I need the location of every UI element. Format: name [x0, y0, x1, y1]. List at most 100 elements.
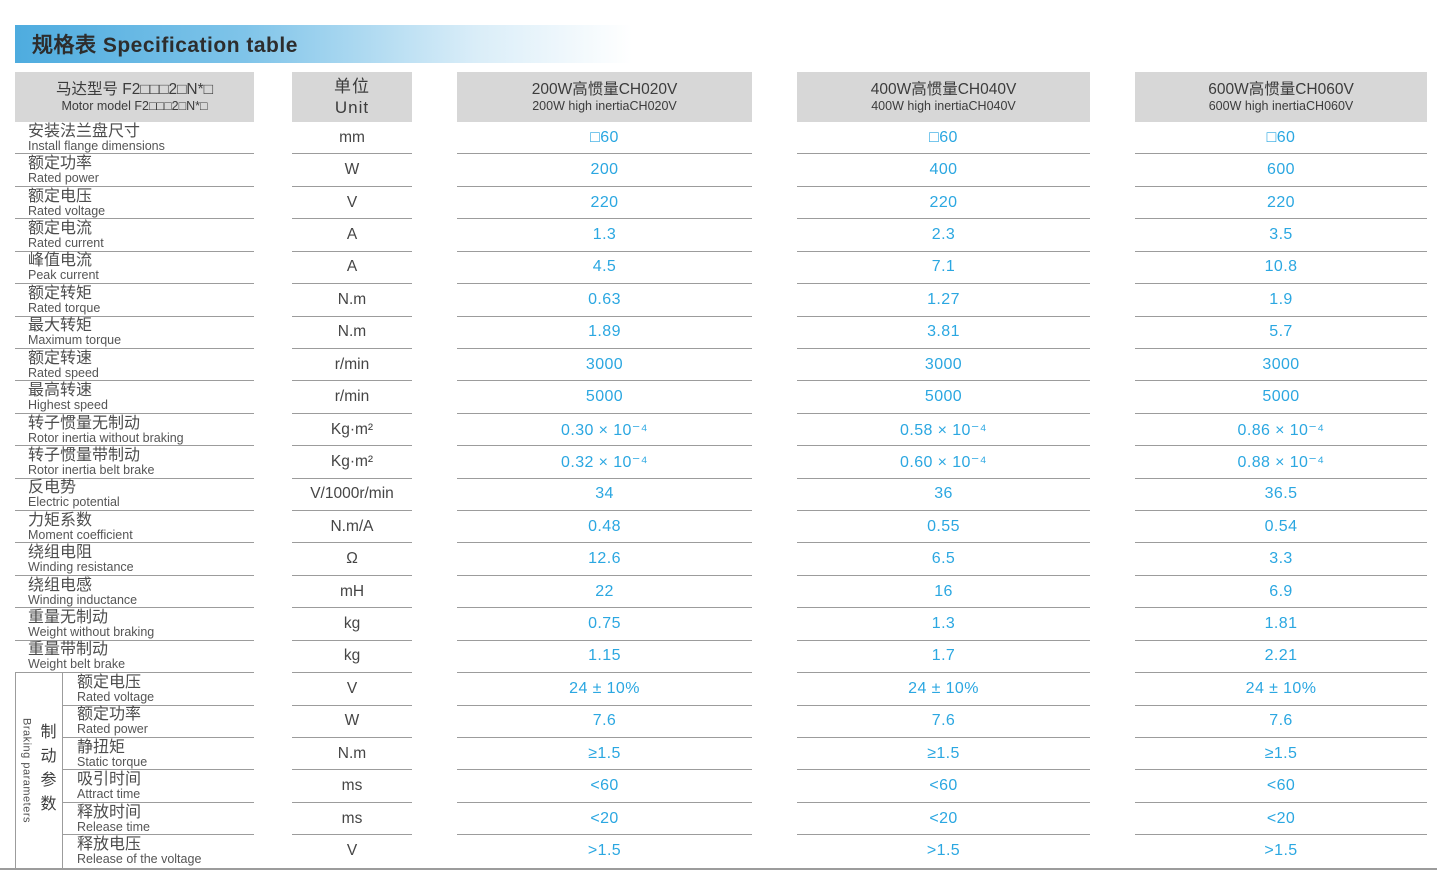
row-label: 绕组电阻 Winding resistance: [15, 543, 254, 576]
row-label-zh: 额定功率: [28, 155, 93, 173]
column-gap: [254, 608, 292, 640]
row-label-en: Release time: [77, 819, 150, 834]
row-label-zh: 最高转速: [28, 382, 93, 400]
spec-row: 力矩系数 Moment coefficient N.m/A 0.48 0.55 0.54: [15, 511, 1427, 544]
value-cell-400w: 400: [797, 154, 1090, 187]
row-label-en: Static torque: [77, 754, 148, 769]
column-gap: [1090, 187, 1135, 219]
row-label: 释放时间 Release time: [63, 803, 254, 836]
column-gap: [752, 219, 797, 251]
value-cell-400w: 24 ± 10%: [797, 673, 1090, 706]
value-cell-600w: 600: [1135, 154, 1427, 187]
row-label: 额定功率 Rated power: [15, 154, 254, 187]
value-cell-200w: 7.6: [457, 706, 752, 739]
row-label: 最高转速 Highest speed: [15, 381, 254, 414]
column-gap: [752, 122, 797, 154]
column-gap: [752, 317, 797, 349]
column-gap: [254, 349, 292, 381]
unit-cell: A: [292, 219, 412, 252]
value-cell-600w: 5000: [1135, 381, 1427, 414]
column-gap: [752, 835, 797, 867]
unit-cell: ms: [292, 803, 412, 836]
column-gap: [412, 511, 457, 543]
value-cell-200w: 220: [457, 187, 752, 220]
column-gap: [412, 122, 457, 154]
row-label-en: Peak current: [28, 268, 99, 283]
row-label-en: Highest speed: [28, 398, 108, 413]
value-cell-200w: 1.15: [457, 641, 752, 674]
column-gap: [254, 479, 292, 511]
unit-cell: r/min: [292, 381, 412, 414]
value-cell-600w: 0.54: [1135, 511, 1427, 544]
column-gap: [412, 446, 457, 478]
column-gap: [752, 284, 797, 316]
row-label: 释放电压 Release of the voltage: [63, 835, 254, 867]
row-label-zh: 静扭矩: [77, 738, 126, 756]
unit-cell: kg: [292, 608, 412, 641]
row-label-zh: 吸引时间: [77, 771, 142, 789]
value-cell-400w: 7.6: [797, 706, 1090, 739]
unit-cell: V: [346, 842, 358, 860]
column-gap: [412, 479, 457, 511]
column-gap: [412, 349, 457, 381]
row-label: 额定转速 Rated speed: [15, 349, 254, 382]
row-label-en: Rated voltage: [28, 203, 106, 218]
column-gap: [412, 72, 457, 122]
value-cell-600w: 1.81: [1135, 608, 1427, 641]
row-label-zh: 额定电流: [28, 219, 93, 237]
column-gap: [412, 835, 457, 867]
table-header-row: 马达型号 F2□□□2□N*□ Motor model F2□□□2□N*□ 单…: [15, 72, 1427, 122]
spec-row: 释放电压 Release of the voltage V >1.5 >1.5 >1.5: [15, 835, 1427, 867]
row-label: 额定电压 Rated voltage: [15, 187, 254, 220]
row-label-en: Rotor inertia without braking: [28, 430, 184, 445]
column-gap: [254, 770, 292, 802]
spec-table: 马达型号 F2□□□2□N*□ Motor model F2□□□2□N*□ 单…: [0, 72, 1437, 870]
column-gap: [412, 706, 457, 738]
column-gap: [752, 673, 797, 705]
value-cell-600w: 3000: [1135, 349, 1427, 382]
row-label-en: Winding resistance: [28, 560, 134, 575]
value-cell-600w: <20: [1135, 803, 1427, 836]
row-label-zh: 额定功率: [77, 706, 142, 724]
unit-cell: r/min: [292, 349, 412, 382]
braking-group-label: Braking parameters 制动参数: [15, 673, 63, 868]
value-cell-200w: ≥1.5: [457, 738, 752, 771]
column-gap: [412, 252, 457, 284]
column-gap: [254, 219, 292, 251]
row-label-zh: 转子惯量无制动: [28, 414, 141, 432]
value-cell-200w: □60: [457, 122, 752, 155]
row-label-zh: 绕组电阻: [28, 544, 93, 562]
value-cell-200w: 12.6: [457, 543, 752, 576]
column-gap: [752, 706, 797, 738]
column-gap: [752, 187, 797, 219]
spec-row: 安装法兰盘尺寸 Install flange dimensions mm □60 □60…: [15, 122, 1427, 155]
spec-row: 转子惯量无制动 Rotor inertia without braking Kg·m…: [15, 414, 1427, 447]
spec-row: 反电势 Electric potential V/1000r/min 34 36 36.5: [15, 479, 1427, 512]
column-gap: [752, 414, 797, 446]
row-label: 重量无制动 Weight without braking: [15, 608, 254, 641]
row-label-zh: 重量无制动: [28, 609, 109, 627]
unit-cell: V/1000r/min: [292, 479, 412, 512]
unit-cell: Ω: [292, 543, 412, 576]
row-label-zh: 额定电压: [77, 673, 142, 691]
spec-row: 额定电流 Rated current A 1.3 2.3 3.5: [15, 219, 1427, 252]
braking-group-label-en: Braking parameters: [20, 718, 33, 824]
spec-row: 吸引时间 Attract time ms <60 <60 <60: [15, 770, 1427, 803]
column-gap: [412, 641, 457, 673]
column-gap: [254, 576, 292, 608]
value-cell-400w: 7.1: [797, 252, 1090, 285]
column-gap: [752, 154, 797, 186]
value-cell-200w: 3000: [457, 349, 752, 382]
value-cell-200w: <60: [457, 770, 752, 803]
column-gap: [412, 381, 457, 413]
value-cell-200w: 22: [457, 576, 752, 609]
row-label-zh: 重量带制动: [28, 641, 109, 659]
spec-row: 额定转矩 Rated torque N.m 0.63 1.27 1.9: [15, 284, 1427, 317]
row-label-zh: 额定转速: [28, 349, 93, 367]
value-cell-200w: 1.3: [457, 219, 752, 252]
column-gap: [752, 479, 797, 511]
spec-row: 绕组电感 Winding inductance mH 22 16 6.9: [15, 576, 1427, 609]
value-cell-400w: 16: [797, 576, 1090, 609]
unit-cell: mH: [292, 576, 412, 609]
value-cell-400w: 1.7: [797, 641, 1090, 674]
